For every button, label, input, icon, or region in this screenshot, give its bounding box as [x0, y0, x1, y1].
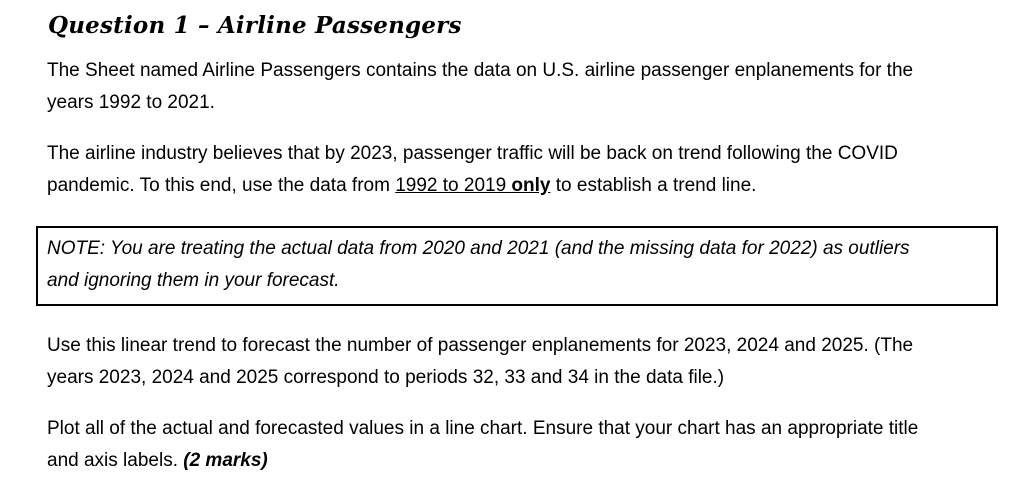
question-heading: Question 1 – Airline Passengers — [48, 12, 462, 39]
trend-instruction-paragraph: The airline industry believes that by 20… — [47, 138, 1012, 202]
trend-instruction-line-1: The airline industry believes that by 20… — [47, 143, 898, 164]
trend-instruction-run-1: pandemic. To this end, use the data from — [47, 175, 396, 196]
date-range-underlined: 1992 to 2019 — [395, 175, 512, 196]
note-line-2: and ignoring them in your forecast. — [47, 270, 340, 291]
only-emphasis: only — [511, 175, 551, 196]
intro-paragraph-line-2: years 1992 to 2021. — [47, 92, 215, 113]
intro-paragraph: The Sheet named Airline Passengers conta… — [47, 55, 1012, 119]
plot-line-1: Plot all of the actual and forecasted va… — [47, 418, 919, 439]
forecast-line-2: years 2023, 2024 and 2025 correspond to … — [47, 367, 725, 388]
note-paragraph: NOTE: You are treating the actual data f… — [47, 233, 988, 297]
plot-run-1: and axis labels. — [47, 450, 184, 471]
trend-instruction-run-4: to establish a trend line. — [550, 175, 757, 196]
forecast-paragraph: Use this linear trend to forecast the nu… — [47, 330, 1012, 394]
marks-emphasis: (2 marks) — [183, 450, 268, 471]
note-line-1: NOTE: You are treating the actual data f… — [47, 238, 910, 259]
trend-instruction-line-2: pandemic. To this end, use the data from… — [47, 170, 1012, 202]
forecast-line-1: Use this linear trend to forecast the nu… — [47, 335, 914, 356]
intro-paragraph-line-1: The Sheet named Airline Passengers conta… — [47, 60, 914, 81]
plot-line-2: and axis labels. (2 marks) — [47, 445, 1012, 477]
note-box: NOTE: You are treating the actual data f… — [36, 226, 998, 306]
plot-paragraph: Plot all of the actual and forecasted va… — [47, 413, 1012, 477]
